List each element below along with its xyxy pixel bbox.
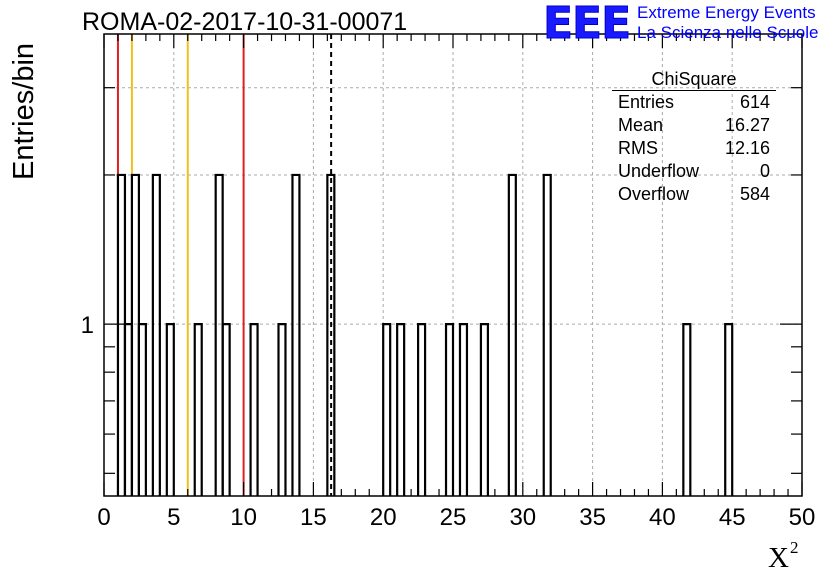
histogram-bar (507, 173, 517, 496)
stats-title: ChiSquare (612, 68, 776, 91)
x-tick-label: 5 (167, 504, 180, 531)
y-tick-label: 1 (81, 312, 94, 339)
tick-labels: 0 5 10 15 20 25 30 35 40 45 50 1 (81, 312, 816, 531)
x-tick-label: 0 (97, 504, 110, 531)
x-axis-label: X2 (768, 538, 798, 575)
x-tick-label: 20 (370, 504, 397, 531)
stats-value: 584 (739, 184, 770, 204)
x-tick-label: 45 (719, 504, 746, 531)
x-tick-label: 40 (649, 504, 676, 531)
stats-value: 614 (739, 92, 770, 112)
logo-line-2: La Scienza nelle Scuole (637, 23, 819, 42)
histogram-bar (724, 323, 734, 496)
stats-label: Underflow (618, 161, 700, 181)
stats-row-entries: Entries 614 (612, 91, 776, 114)
histogram-bar (682, 323, 692, 496)
stats-value: 16.27 (724, 115, 770, 135)
x-tick-label: 30 (509, 504, 536, 531)
x-axis-label-base: X (768, 542, 789, 574)
histogram-bar (291, 173, 301, 496)
stats-row-underflow: Underflow 0 (612, 160, 776, 183)
stats-row-rms: RMS 12.16 (612, 137, 776, 160)
histogram-bar (326, 173, 336, 496)
axis-ticks (103, 34, 803, 496)
x-tick-label: 25 (440, 504, 467, 531)
histogram-bar (542, 173, 552, 496)
histogram-bar (444, 323, 455, 496)
stats-label: RMS (618, 138, 658, 158)
histogram-bars (116, 173, 734, 496)
histogram-bar (165, 323, 175, 496)
histogram-bar (277, 323, 287, 496)
histogram-bar (249, 323, 259, 496)
stats-label: Overflow (618, 184, 690, 204)
stats-label: Entries (618, 92, 675, 112)
histogram-bar (137, 323, 147, 496)
x-tick-label: 10 (230, 504, 257, 531)
histogram-bar (417, 323, 427, 496)
histogram-bar (193, 323, 203, 496)
run-title: ROMA-02-2017-10-31-00071 (82, 8, 408, 36)
stats-row-overflow: Overflow 584 (612, 183, 776, 206)
x-axis-label-exponent: 2 (789, 538, 799, 557)
stats-box: ChiSquare Entries 614 Mean 16.27 RMS 12.… (612, 68, 776, 206)
x-tick-label: 15 (300, 504, 327, 531)
x-tick-label: 35 (579, 504, 606, 531)
stats-row-mean: Mean 16.27 (612, 114, 776, 137)
x-tick-label: 50 (789, 504, 816, 531)
histogram-bar (396, 323, 406, 496)
stats-value: 0 (759, 161, 770, 181)
eee-logo: EEE (542, 0, 631, 49)
y-axis-label: Entries/bin (8, 42, 40, 180)
logo-line-1: Extreme Energy Events (637, 3, 816, 22)
histogram-bar (458, 323, 469, 496)
histogram-bar (382, 323, 392, 496)
stats-label: Mean (618, 115, 664, 135)
stats-value: 12.16 (724, 138, 770, 158)
histogram-bar (221, 323, 231, 496)
histogram-bar (151, 173, 161, 496)
histogram-bar (479, 323, 489, 496)
